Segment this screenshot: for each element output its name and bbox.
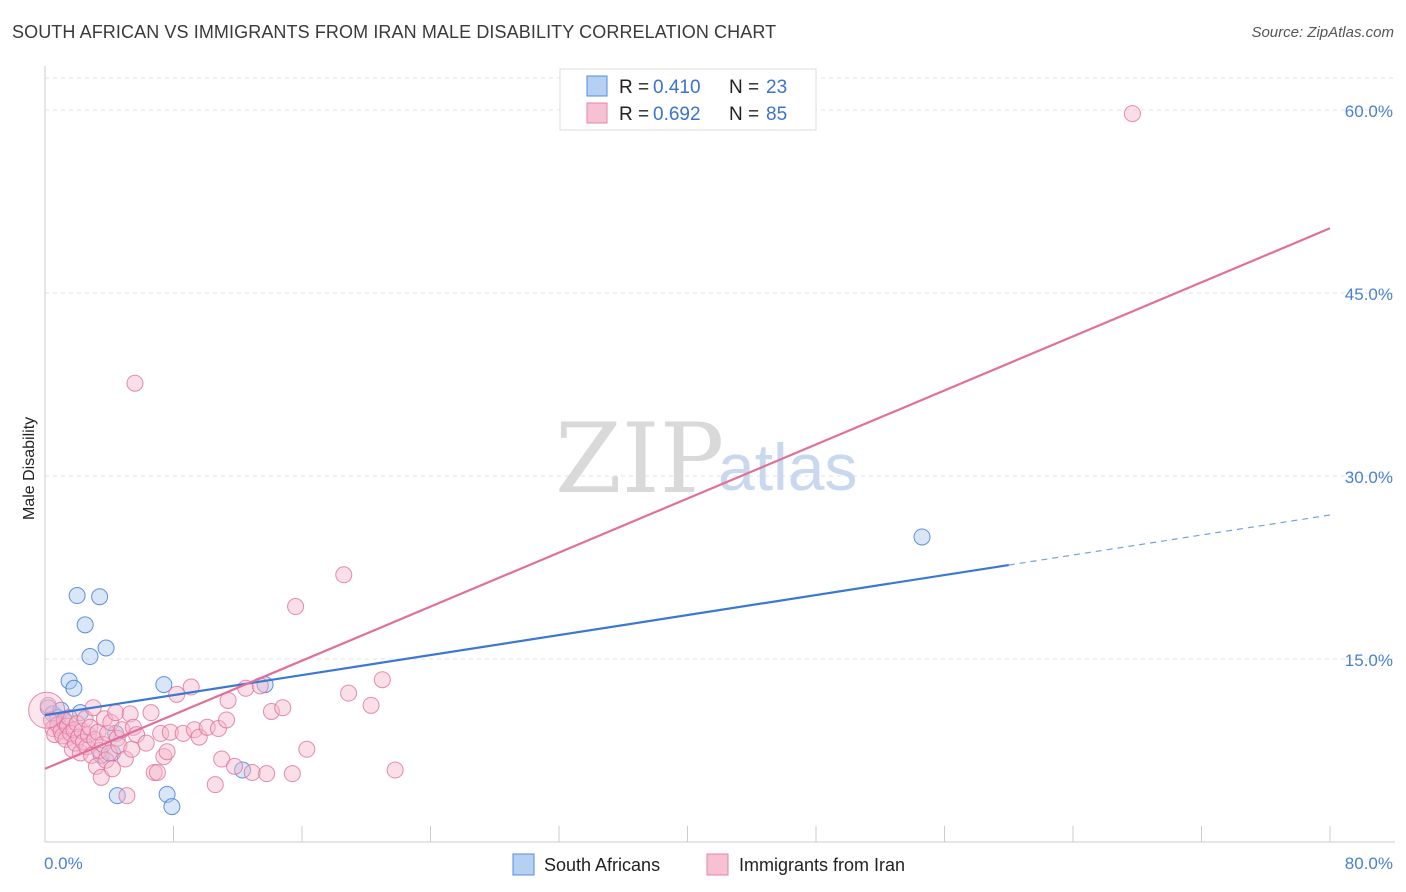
chart-source: Source: ZipAtlas.com <box>1251 24 1394 41</box>
point-iran <box>373 671 391 689</box>
point-iran <box>123 740 141 758</box>
trend-south-africans <box>44 563 1009 717</box>
y-tick-label: 60.0% <box>1345 102 1393 121</box>
correlation-legend: R = 0.410 N = 23 R = 0.692 N = 85 <box>559 68 817 131</box>
point-iran <box>213 750 231 768</box>
legend-swatch-pink <box>586 102 608 124</box>
point-south-africans <box>163 798 181 816</box>
point-iran <box>226 757 244 775</box>
point-iran <box>92 768 110 786</box>
point-iran <box>148 763 166 781</box>
point-iran <box>298 740 316 758</box>
series-label-iran: Immigrants from Iran <box>739 855 905 875</box>
point-iran <box>287 598 305 616</box>
point-south-africans <box>91 588 109 606</box>
point-iran <box>243 763 261 781</box>
legend-r-label-2: R = <box>619 104 649 125</box>
legend-r-value-1: 0.410 <box>653 77 701 98</box>
axes <box>44 66 1395 843</box>
point-iran <box>206 776 224 794</box>
point-iran <box>386 761 404 779</box>
point-iran <box>258 765 276 783</box>
point-iran <box>103 760 121 778</box>
point-iran <box>340 684 358 702</box>
tick-labels: 15.0% 30.0% 45.0% 60.0% 0.0% 80.0% <box>44 102 1393 873</box>
y-tick-label: 15.0% <box>1345 651 1393 670</box>
series-swatch-south-africans <box>512 853 535 876</box>
series-label-south-africans: South Africans <box>544 855 660 875</box>
point-iran <box>1123 105 1141 123</box>
y-tick-label: 30.0% <box>1345 468 1393 487</box>
point-iran <box>218 711 236 729</box>
point-iran <box>262 702 280 720</box>
watermark-atlas: atlas <box>718 430 857 504</box>
legend-n-label-1: N = <box>729 77 759 98</box>
point-south-africans <box>81 648 99 666</box>
x-tick-label-min: 0.0% <box>44 854 83 873</box>
point-iran <box>142 704 160 722</box>
point-iran <box>155 748 173 766</box>
point-south-africans <box>155 676 173 694</box>
point-south-africans <box>234 761 252 779</box>
trend-lines <box>44 227 1331 770</box>
trend-iran <box>44 227 1331 770</box>
point-south-africans <box>65 679 83 697</box>
series-legend: South Africans Immigrants from Iran <box>512 853 905 876</box>
y-tick-label: 45.0% <box>1345 285 1393 304</box>
point-iran <box>362 696 380 714</box>
point-south-africans <box>913 528 931 546</box>
point-iran <box>137 734 155 752</box>
gridlines <box>45 77 1395 660</box>
x-tick-label-max: 80.0% <box>1345 854 1393 873</box>
legend-r-value-2: 0.692 <box>653 104 701 125</box>
watermark-zip: ZIP <box>555 403 724 515</box>
legend-n-value-2: 85 <box>766 104 787 125</box>
point-iran <box>126 374 144 392</box>
point-iran <box>28 691 66 729</box>
point-south-africans <box>68 587 86 605</box>
point-iran <box>121 705 139 723</box>
chart-title: SOUTH AFRICAN VS IMMIGRANTS FROM IRAN MA… <box>12 22 777 42</box>
point-iran <box>39 696 57 714</box>
legend-swatch-blue <box>586 75 608 97</box>
point-iran <box>174 724 192 742</box>
data-points <box>28 105 1141 816</box>
legend-r-label-1: R = <box>619 77 649 98</box>
point-iran <box>118 787 136 805</box>
point-south-africans <box>76 616 94 634</box>
legend-n-label-2: N = <box>729 104 759 125</box>
point-south-africans <box>108 787 126 805</box>
trend-extension-south-africans <box>1008 514 1331 566</box>
point-iran <box>158 743 176 761</box>
point-iran <box>116 750 134 768</box>
y-axis-label: Male Disability <box>21 417 38 520</box>
series-swatch-iran <box>706 853 729 876</box>
legend-n-value-1: 23 <box>766 77 787 98</box>
point-iran <box>161 723 179 741</box>
point-iran <box>274 699 292 717</box>
point-iran <box>283 765 301 783</box>
point-south-africans <box>97 639 115 657</box>
point-iran <box>335 566 353 584</box>
point-iran <box>107 704 125 722</box>
